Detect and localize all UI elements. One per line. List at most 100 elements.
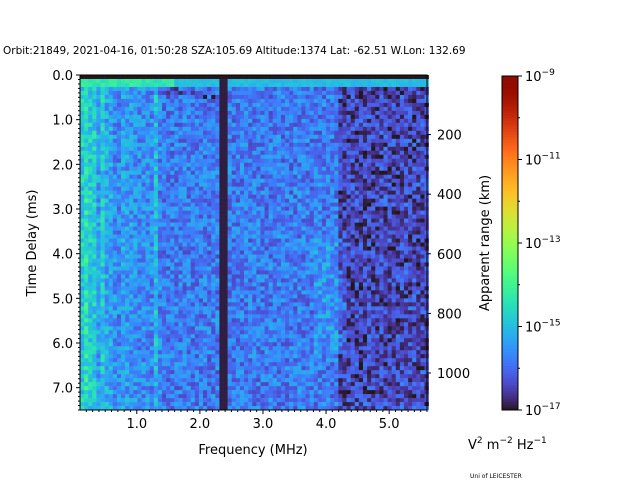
heatmap-cell <box>272 222 278 227</box>
heatmap-cell <box>223 150 228 156</box>
heatmap-cell <box>387 75 392 80</box>
heatmap-cell <box>88 290 93 295</box>
heatmap-cell <box>104 270 110 275</box>
heatmap-cell <box>334 266 339 271</box>
heatmap-cell <box>280 78 286 84</box>
heatmap-cell <box>416 78 421 84</box>
heatmap-cell <box>112 82 118 88</box>
heatmap-cell <box>104 190 110 195</box>
heatmap-cell <box>391 274 397 279</box>
heatmap-cell <box>207 98 212 104</box>
heatmap-cell <box>178 182 183 187</box>
heatmap-cell <box>403 238 409 243</box>
heatmap-cell <box>330 98 335 104</box>
heatmap-cell <box>96 258 101 263</box>
heatmap-cell <box>227 202 233 207</box>
heatmap-cell <box>186 286 192 291</box>
heatmap-cell <box>215 82 220 88</box>
heatmap-cell <box>166 146 171 152</box>
heatmap-cell <box>326 302 331 307</box>
heatmap-cell <box>178 126 183 132</box>
heatmap-cell <box>367 298 372 303</box>
heatmap-cell <box>223 130 228 136</box>
heatmap-cell <box>309 206 315 211</box>
heatmap-cell <box>285 306 290 311</box>
heatmap-cell <box>92 274 97 279</box>
heatmap-cell <box>203 130 208 136</box>
heatmap-cell <box>408 90 413 96</box>
heatmap-cell <box>412 210 417 215</box>
heatmap-cell <box>367 146 372 152</box>
heatmap-cell <box>264 298 269 303</box>
heatmap-cell <box>358 178 364 183</box>
heatmap-cell <box>198 230 204 235</box>
heatmap-cell <box>285 174 290 180</box>
heatmap-cell <box>358 110 364 116</box>
heatmap-cell <box>371 118 376 124</box>
heatmap-cell <box>198 78 204 84</box>
heatmap-cell <box>334 166 339 172</box>
heatmap-cell <box>215 202 220 207</box>
heatmap-cell <box>84 242 89 247</box>
heatmap-cell <box>371 174 376 180</box>
heatmap-cell <box>342 102 347 108</box>
heatmap-cell <box>317 78 323 84</box>
heatmap-cell <box>141 150 146 156</box>
heatmap-cell <box>301 282 306 287</box>
heatmap-cell <box>276 294 282 299</box>
heatmap-cell <box>215 302 220 307</box>
heatmap-cell <box>162 274 167 279</box>
heatmap-cell <box>285 270 290 275</box>
heatmap-cell <box>108 226 114 231</box>
heatmap-cell <box>92 266 97 271</box>
heatmap-cell <box>342 110 347 116</box>
heatmap-cell <box>375 194 380 199</box>
heatmap-cell <box>334 246 339 251</box>
heatmap-cell <box>403 146 409 152</box>
heatmap-cell <box>145 158 151 164</box>
heatmap-cell <box>362 146 368 152</box>
heatmap-cell <box>293 230 298 235</box>
heatmap-cell <box>399 186 405 191</box>
heatmap-cell <box>145 94 151 100</box>
heatmap-cell <box>383 190 388 195</box>
heatmap-cell <box>227 194 233 199</box>
heatmap-cell <box>80 158 85 164</box>
heatmap-cell <box>203 118 208 124</box>
heatmap-cell <box>321 130 327 136</box>
heatmap-cell <box>330 178 335 183</box>
heatmap-cell <box>264 78 269 84</box>
heatmap-cell <box>350 150 356 156</box>
heatmap-cell <box>190 222 196 227</box>
heatmap-cell <box>207 294 212 299</box>
heatmap-cell <box>84 78 89 84</box>
heatmap-cell <box>354 222 360 227</box>
heatmap-cell <box>198 282 204 287</box>
heatmap-cell <box>313 134 319 140</box>
heatmap-cell <box>387 190 392 195</box>
heatmap-cell <box>416 234 421 239</box>
heatmap-cell <box>231 130 237 136</box>
heatmap-cell <box>346 94 351 100</box>
heatmap-cell <box>408 134 413 140</box>
heatmap-cell <box>198 274 204 279</box>
heatmap-cell <box>157 86 163 92</box>
heatmap-cell <box>346 254 351 259</box>
heatmap-cell <box>178 238 183 243</box>
heatmap-cell <box>121 178 126 183</box>
heatmap-cell <box>170 230 175 235</box>
heatmap-cell <box>211 174 216 180</box>
heatmap-cell <box>342 222 347 227</box>
heatmap-cell <box>157 142 163 148</box>
heatmap-cell <box>133 178 138 183</box>
heatmap-cell <box>125 106 130 112</box>
heatmap-cell <box>276 194 282 199</box>
heatmap-cell <box>293 258 298 263</box>
heatmap-cell <box>211 214 216 219</box>
heatmap-cell <box>403 274 409 279</box>
heatmap-cell <box>174 306 179 311</box>
heatmap-cell <box>194 114 200 120</box>
heatmap-cell <box>178 306 183 311</box>
heatmap-cell <box>223 186 228 191</box>
heatmap-cell <box>289 254 294 259</box>
